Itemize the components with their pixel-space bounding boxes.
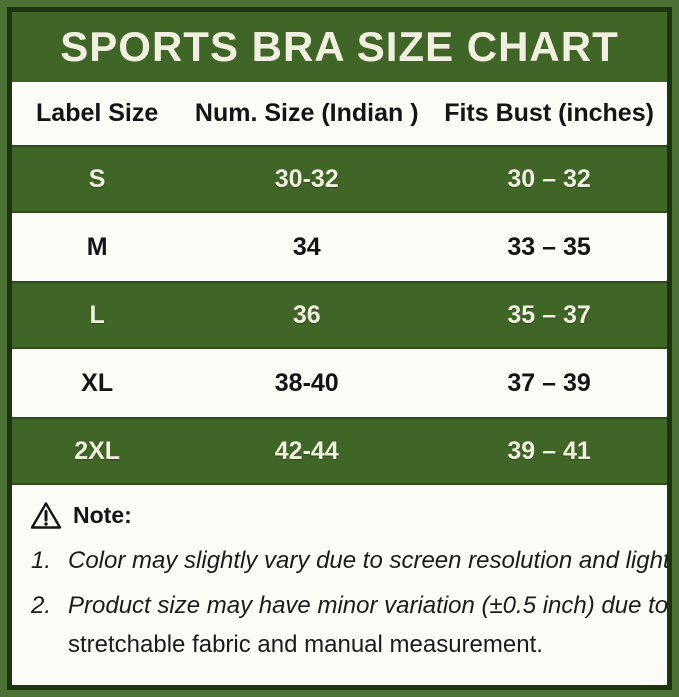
note-item-number: 1. [31, 547, 52, 574]
fits-bust-cell: 35 – 37 [507, 300, 591, 329]
table-row-s: S 30-32 30 – 32 [12, 145, 667, 213]
fits-bust-cell: 30 – 32 [507, 164, 591, 193]
num-size-cell: 42-44 [274, 436, 339, 465]
num-size-cell: 30-32 [274, 164, 339, 193]
warning-triangle-icon [30, 501, 62, 530]
label-size-cell: M [86, 232, 108, 261]
title-band: SPORTS BRA SIZE CHART [12, 12, 667, 82]
fits-bust-cell: 39 – 41 [507, 436, 591, 465]
label-size-cell: S [88, 164, 106, 193]
note-item-number: 2. [31, 592, 52, 619]
label-size-cell: XL [81, 368, 114, 397]
table-row-xl: XL 38-40 37 – 39 [12, 349, 667, 417]
fits-bust-cell: 37 – 39 [507, 368, 591, 397]
column-header-fits-bust: Fits Bust (inches) [444, 99, 654, 127]
num-size-cell: 38-40 [274, 368, 339, 397]
fits-bust-cell: 33 – 35 [507, 232, 591, 261]
table-row-m: M 34 33 – 35 [12, 213, 667, 281]
note-item-text: Product size may have minor variation (±… [68, 592, 667, 619]
table-row-2xl: 2XL 42-44 39 – 41 [12, 417, 667, 485]
notes-section: Note: 1. Color may slightly vary due to … [12, 485, 667, 685]
note-title: Note: [73, 502, 132, 528]
note-item-1: 1. Color may slightly vary due to screen… [28, 544, 667, 577]
note-item-2: 2. Product size may have minor variation… [28, 589, 667, 661]
label-size-cell: L [89, 300, 105, 329]
table-header-row: Label Size Num. Size (Indian ) Fits Bust… [12, 82, 667, 145]
num-size-cell: 36 [292, 300, 321, 329]
label-size-cell: 2XL [74, 436, 121, 465]
num-size-cell: 34 [292, 232, 321, 261]
column-header-label-size: Label Size [36, 99, 159, 127]
page-title: SPORTS BRA SIZE CHART [60, 23, 619, 70]
note-item-continuation: stretchable fabric and manual measuremen… [68, 631, 543, 658]
note-item-text-wrap: Product size may have minor variation (±… [68, 589, 667, 661]
column-header-num-size: Num. Size (Indian ) [194, 99, 419, 127]
table-row-l: L 36 35 – 37 [12, 281, 667, 349]
size-chart-frame: SPORTS BRA SIZE CHART Label Size Num. Si… [7, 7, 672, 690]
note-item-text: Color may slightly vary due to screen re… [68, 547, 667, 574]
note-heading: Note: [30, 501, 665, 530]
